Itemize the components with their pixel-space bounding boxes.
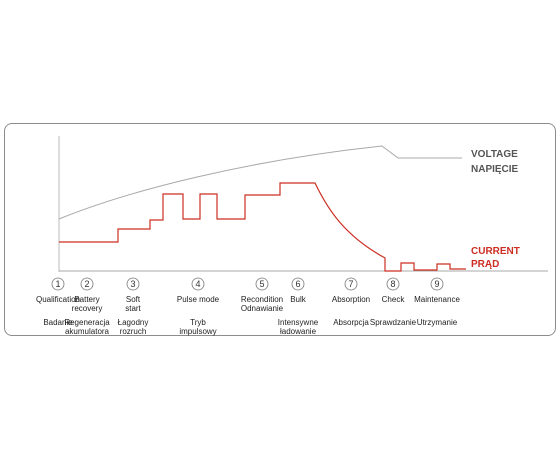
voltage-label-pl: NAPIĘCIE (471, 164, 519, 175)
voltage-curve (58, 145, 462, 220)
stage-label-pl: Utrzymanie (417, 318, 458, 327)
stage-7: 7 Absorption Absorpcja (332, 277, 370, 327)
stage-label-en: Pulse mode (177, 295, 220, 304)
stage-9: 9 Maintenance Utrzymanie (414, 277, 460, 327)
stage-number: 1 (55, 279, 60, 289)
stage-label-en: Check (382, 295, 406, 304)
stage-number-circle (126, 277, 140, 291)
voltage-label-en: VOLTAGE (471, 149, 518, 160)
stage-number-circle (255, 277, 269, 291)
stage-label-pl: ładowanie (280, 327, 317, 336)
stage-label-pl: Intensywne (278, 318, 319, 327)
stage-label-pl: impulsowy (179, 327, 216, 336)
stage-number-circle (191, 277, 205, 291)
stage-label-en: Odnawianie (241, 304, 284, 313)
stage-label-en: Qualification (36, 295, 80, 304)
stage-label-en: Absorption (332, 295, 370, 304)
stage-number-circle (430, 277, 444, 291)
stage-number-circle (386, 277, 400, 291)
stage-label-pl: Absorpcja (333, 318, 369, 327)
stage-label-en: Battery (74, 295, 99, 304)
stage-label-pl: akumulatora (65, 327, 110, 336)
stage-label-en: Bulk (290, 295, 307, 304)
stage-label-en: start (125, 304, 141, 313)
stage-label-en: Maintenance (414, 295, 460, 304)
stage-label-en: Soft (126, 295, 141, 304)
stage-number-circle (80, 277, 94, 291)
stage-label-en: Recondition (241, 295, 283, 304)
stage-label-pl: Regeneracja (64, 318, 110, 327)
stage-number: 8 (390, 279, 395, 289)
current-curve (59, 182, 466, 272)
stage-number-circle (51, 277, 65, 291)
stage-1: 1 Qualification Badanie (36, 277, 80, 327)
stage-number: 9 (434, 279, 439, 289)
stage-label-pl: Badanie (43, 318, 73, 327)
stage-number: 3 (130, 279, 135, 289)
stage-8: 8 Check Sprawdzanie (370, 277, 417, 327)
stage-label-pl: Tryb (190, 318, 206, 327)
stage-number: 4 (195, 279, 200, 289)
stage-label-pl: Sprawdzanie (370, 318, 417, 327)
stage-label-pl: rozruch (120, 327, 147, 336)
stage-number: 7 (348, 279, 353, 289)
stage-label-pl: Łagodny (118, 318, 149, 327)
current-label-pl: PRĄD (471, 259, 499, 270)
stage-number-circle (291, 277, 305, 291)
stage-number-circle (344, 277, 358, 291)
current-label-en: CURRENT (471, 246, 520, 257)
stage-number: 5 (259, 279, 264, 289)
diagram-frame (4, 123, 556, 336)
stage-label-en: recovery (72, 304, 103, 313)
stage-number: 2 (84, 279, 89, 289)
stage-number: 6 (295, 279, 300, 289)
